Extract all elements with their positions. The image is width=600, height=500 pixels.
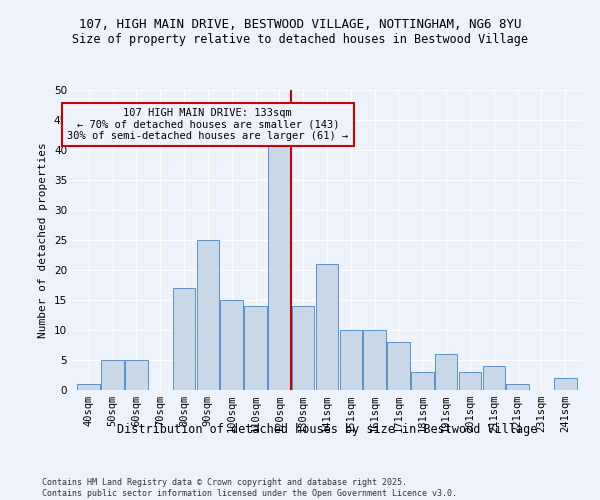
Bar — [77, 384, 100, 390]
Bar — [411, 372, 434, 390]
Bar — [101, 360, 124, 390]
Bar — [387, 342, 410, 390]
Text: Distribution of detached houses by size in Bestwood Village: Distribution of detached houses by size … — [117, 422, 537, 436]
Bar — [197, 240, 219, 390]
Bar — [435, 354, 457, 390]
Text: 107 HIGH MAIN DRIVE: 133sqm
← 70% of detached houses are smaller (143)
30% of se: 107 HIGH MAIN DRIVE: 133sqm ← 70% of det… — [67, 108, 349, 141]
Bar — [220, 300, 243, 390]
Text: Size of property relative to detached houses in Bestwood Village: Size of property relative to detached ho… — [72, 32, 528, 46]
Bar — [292, 306, 314, 390]
Text: Contains HM Land Registry data © Crown copyright and database right 2025.
Contai: Contains HM Land Registry data © Crown c… — [42, 478, 457, 498]
Bar — [482, 366, 505, 390]
Bar — [316, 264, 338, 390]
Bar — [364, 330, 386, 390]
Bar — [458, 372, 481, 390]
Text: 107, HIGH MAIN DRIVE, BESTWOOD VILLAGE, NOTTINGHAM, NG6 8YU: 107, HIGH MAIN DRIVE, BESTWOOD VILLAGE, … — [79, 18, 521, 30]
Bar — [554, 378, 577, 390]
Bar — [268, 138, 290, 390]
Bar — [125, 360, 148, 390]
Bar — [244, 306, 267, 390]
Bar — [506, 384, 529, 390]
Bar — [340, 330, 362, 390]
Y-axis label: Number of detached properties: Number of detached properties — [38, 142, 49, 338]
Bar — [173, 288, 196, 390]
